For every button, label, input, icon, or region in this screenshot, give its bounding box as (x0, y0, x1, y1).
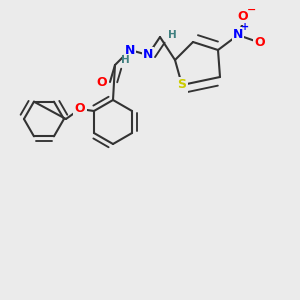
Text: H: H (121, 55, 129, 65)
Text: O: O (238, 11, 248, 23)
Text: −: − (247, 5, 257, 15)
Text: O: O (255, 35, 265, 49)
Text: N: N (125, 44, 135, 56)
Text: O: O (75, 103, 85, 116)
Text: +: + (241, 22, 249, 32)
Text: O: O (97, 76, 107, 88)
Text: N: N (143, 49, 153, 62)
Text: S: S (178, 79, 187, 92)
Text: N: N (233, 28, 243, 41)
Text: H: H (168, 30, 176, 40)
